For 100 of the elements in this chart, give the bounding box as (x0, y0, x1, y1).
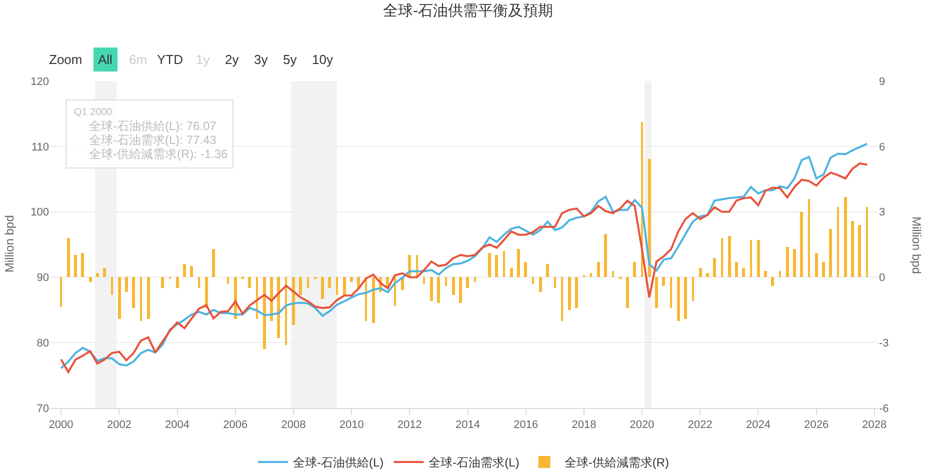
bar (800, 212, 803, 277)
bar (684, 277, 687, 319)
bar (793, 249, 796, 277)
bar (132, 277, 135, 308)
bar (263, 277, 266, 349)
x-tick-label: 2012 (397, 419, 422, 432)
bar (510, 268, 513, 277)
bar (597, 262, 600, 277)
x-tick-label: 2028 (862, 419, 887, 432)
bar (626, 277, 629, 308)
legend-label: 全球-供給減需求(R) (564, 456, 669, 470)
bar (699, 268, 702, 277)
text: YTD (157, 52, 183, 67)
bar (822, 262, 825, 277)
bar (111, 277, 113, 295)
text: 10y (312, 52, 334, 67)
bar (343, 277, 346, 295)
bar (423, 277, 425, 284)
bar (248, 277, 251, 288)
x-tick-label: 2014 (456, 419, 480, 432)
bar (60, 277, 62, 307)
bar (604, 234, 607, 277)
bar (655, 277, 658, 308)
annotation: Q1 2000 (74, 107, 113, 118)
y-tick-label: 70 (36, 402, 49, 415)
bar (866, 207, 868, 277)
x-tick-label: 2022 (688, 419, 712, 432)
bar (677, 277, 680, 321)
bar (633, 262, 636, 277)
x-tick-label: 2024 (746, 419, 770, 432)
bar (183, 264, 186, 277)
bar (786, 247, 789, 277)
bar (495, 255, 498, 277)
bar (328, 277, 331, 288)
bar (539, 277, 542, 292)
bar (648, 159, 651, 277)
bar (212, 249, 215, 277)
bar (524, 262, 527, 277)
text: 3y (254, 52, 268, 67)
chart-title: 全球-石油供需平衡及預期 (383, 2, 553, 20)
y-tick-label: 110 (31, 141, 49, 154)
bar (779, 271, 781, 277)
bar (161, 277, 164, 288)
x-tick-label: 2008 (281, 419, 306, 432)
bar (118, 277, 121, 319)
x-tick-label: 2010 (339, 419, 364, 432)
bar (89, 277, 92, 282)
annotation: 全球-石油供給(L): 76.07 (89, 119, 217, 133)
bar (336, 277, 338, 295)
bar (575, 277, 578, 308)
bar (350, 277, 353, 282)
bar (321, 277, 324, 299)
bar (561, 277, 563, 321)
bar (466, 277, 469, 288)
bar (307, 277, 309, 288)
x-tick-label: 2018 (572, 419, 596, 432)
bar (96, 273, 99, 277)
annotation: 全球-石油需求(L): 77.43 (89, 133, 217, 147)
bar (227, 277, 229, 284)
bar (713, 258, 716, 277)
bar (474, 277, 476, 282)
bar (728, 236, 731, 277)
bar (721, 238, 723, 277)
bar (285, 277, 287, 345)
bar (176, 277, 179, 288)
y2-tick-label: 6 (879, 141, 886, 154)
bar (742, 268, 745, 277)
x-tick-label: 2000 (48, 419, 74, 432)
bar (140, 277, 142, 321)
bar (277, 277, 280, 338)
bar (488, 253, 491, 277)
bar (771, 277, 774, 286)
y-tick-label: 100 (30, 206, 49, 219)
x-tick-label: 2026 (804, 419, 829, 432)
y2-tick-label: 3 (879, 206, 886, 219)
bar (851, 221, 854, 277)
y2-tick-label: -3 (879, 337, 889, 350)
bar (858, 225, 861, 277)
text: 2y (225, 52, 240, 67)
bar (706, 273, 709, 277)
annotation: 全球-供給減需求(R): -1.36 (89, 147, 228, 161)
bar (837, 207, 839, 277)
bar (757, 240, 760, 277)
x-tick-label: 2002 (106, 419, 132, 432)
bar (81, 253, 84, 277)
bar (190, 266, 193, 277)
bar (437, 277, 440, 303)
bar (815, 253, 818, 277)
y-tick-label: 120 (30, 76, 49, 88)
bar (546, 264, 549, 277)
x-tick-label: 2004 (165, 419, 190, 432)
bar (517, 249, 520, 277)
y-tick-label: 80 (36, 337, 49, 350)
text: All (98, 52, 113, 67)
legend-label: 全球-石油供給(L) (293, 456, 384, 470)
bar (205, 277, 208, 308)
bar (459, 277, 462, 303)
text: Zoom (49, 52, 82, 67)
x-tick-label: 2020 (630, 419, 654, 432)
y2-axis-title: Million bpd (910, 216, 924, 274)
